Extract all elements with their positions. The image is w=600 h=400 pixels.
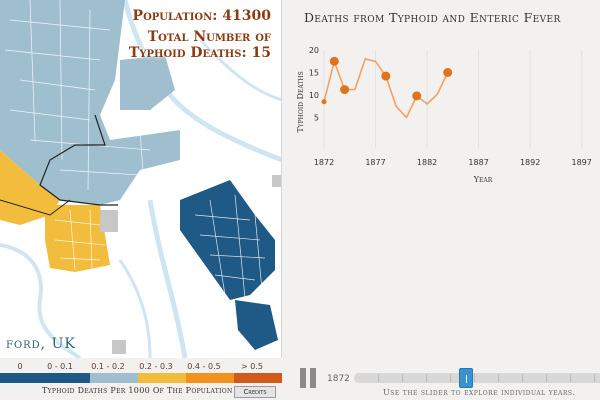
slider-hint: Use the slider to explore individual yea…	[383, 388, 576, 397]
legend-label: 0	[17, 362, 23, 371]
map-legend: 0 0 - 0.1 0.1 - 0.2 0.2 - 0.3 0.4 - 0.5 …	[0, 358, 282, 400]
slider-tick	[474, 374, 475, 382]
x-tick-label: 1877	[365, 158, 385, 167]
legend-label: 0.4 - 0.5	[187, 362, 221, 371]
data-point[interactable]	[412, 91, 422, 101]
y-tick-label: 5	[314, 114, 319, 123]
credits-button[interactable]: Credits	[234, 386, 276, 398]
year-slider-handle[interactable]	[459, 368, 473, 388]
slider-tick	[402, 374, 403, 382]
total-deaths-value: Typhoid Deaths: 15	[128, 45, 271, 61]
legend-label: 0.1 - 0.2	[91, 362, 125, 371]
x-tick-label: 1897	[572, 158, 592, 167]
legend-label: > 0.5	[241, 362, 263, 371]
slider-tick	[546, 374, 547, 382]
legend-swatch	[186, 373, 234, 383]
slider-tick	[498, 374, 499, 382]
legend-swatch	[0, 373, 42, 383]
x-tick-label: 1892	[520, 158, 540, 167]
y-axis-label: Typhoid Deaths	[296, 71, 305, 132]
city-label: ford, UK	[6, 336, 76, 352]
data-point[interactable]	[381, 71, 391, 81]
district-light-blue[interactable]	[0, 0, 180, 205]
slider-tick	[378, 374, 379, 382]
x-tick-label: 1872	[314, 158, 334, 167]
deaths-line-chart: 5 10 15 20 1872 1877 1882 1887 1892 1897 Typhoid…	[296, 46, 592, 184]
chart-title: Deaths from Typhoid and Enteric Fever	[304, 10, 561, 25]
population-stat: Population: 41300	[132, 8, 271, 24]
slider-tick	[594, 374, 595, 382]
slider-tick	[450, 374, 451, 382]
legend-swatch	[42, 373, 90, 383]
legend-swatch	[138, 373, 186, 383]
data-point[interactable]	[340, 85, 350, 95]
city-map[interactable]	[0, 0, 282, 358]
y-tick-label: 10	[309, 91, 319, 100]
total-deaths-label: Total Number of	[147, 29, 271, 45]
legend-swatch	[90, 373, 138, 383]
legend-label: 0 - 0.1	[47, 362, 73, 371]
slider-tick	[426, 374, 427, 382]
pause-button[interactable]	[300, 368, 318, 388]
chart-panel: Deaths from Typhoid and Enteric Fever 5 1…	[292, 0, 600, 400]
x-tick-label: 1882	[417, 158, 437, 167]
x-tick-label: 1887	[468, 158, 488, 167]
slider-tick	[522, 374, 523, 382]
data-point[interactable]	[329, 56, 339, 66]
x-axis-label: Year	[473, 175, 493, 184]
legend-title: Typhoid Deaths Per 1000 Of The Populatio…	[42, 386, 233, 395]
district-dark-blue[interactable]	[180, 180, 275, 300]
year-slider-track[interactable]	[354, 373, 600, 383]
map-panel[interactable]: Population: 41300 Total Number of Typhoi…	[0, 0, 282, 358]
timeline-start-year: 1872	[327, 374, 350, 384]
legend-label: 0.2 - 0.3	[139, 362, 173, 371]
y-tick-label: 20	[309, 46, 319, 55]
data-point[interactable]	[443, 68, 453, 77]
legend-swatch	[234, 373, 282, 383]
y-tick-label: 15	[309, 69, 319, 78]
data-point[interactable]	[321, 99, 327, 105]
slider-tick	[570, 374, 571, 382]
